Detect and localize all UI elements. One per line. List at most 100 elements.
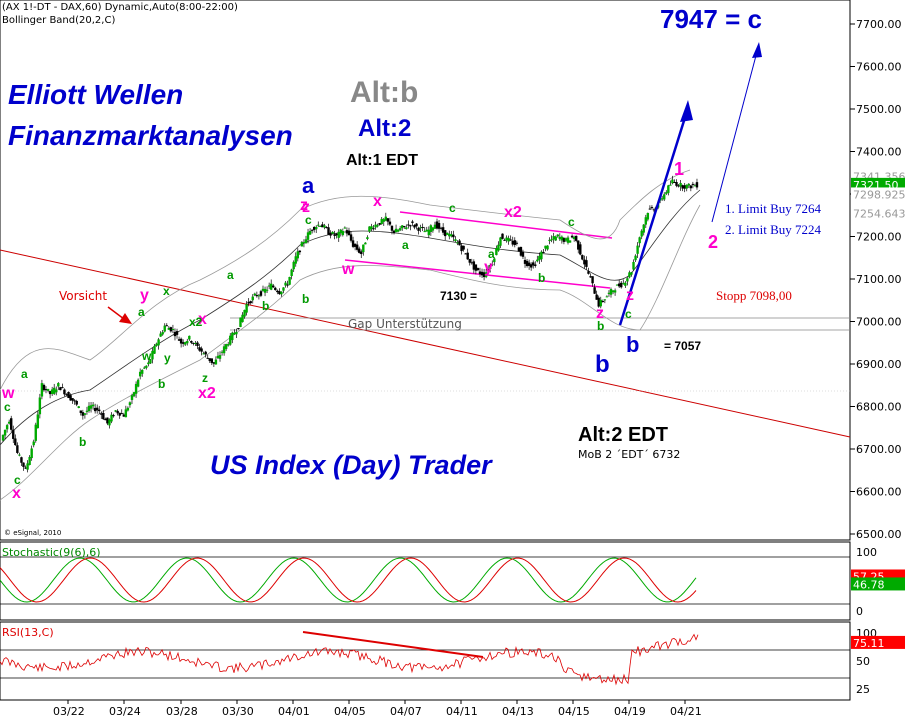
target-arrow	[711, 47, 759, 223]
candle-body	[239, 317, 242, 327]
candle-body	[622, 283, 625, 285]
candle-body	[95, 407, 99, 411]
wave-label-magenta: y	[140, 287, 149, 304]
candle-body	[679, 182, 682, 187]
candle-body	[396, 229, 400, 232]
candle-body	[493, 258, 496, 263]
candle-body	[290, 269, 293, 277]
candle-body	[484, 272, 488, 277]
candle-body	[368, 226, 371, 232]
candle-body	[413, 225, 416, 228]
candle-body	[456, 242, 459, 244]
candle-body	[233, 332, 236, 335]
wave-a-big: a	[302, 173, 315, 198]
candle-body	[75, 400, 78, 405]
wave-label-green: b	[302, 292, 309, 306]
wave-label-green: c	[305, 213, 312, 227]
candle-body	[607, 292, 611, 295]
candle-body	[423, 231, 426, 233]
candle-body	[1, 434, 5, 441]
candle-body	[116, 410, 119, 414]
candle-body	[53, 387, 56, 394]
price-tick-label: 7000.00	[856, 316, 902, 329]
candle-body	[331, 231, 334, 234]
candle-body	[241, 314, 244, 323]
candle-body	[579, 244, 582, 255]
candle-body	[429, 225, 433, 232]
candle-body	[87, 405, 91, 411]
candle-body	[652, 209, 656, 211]
candle-body	[329, 232, 332, 236]
candle-body	[620, 282, 623, 288]
candle-body	[554, 236, 557, 241]
time-tick-label: 04/13	[502, 705, 534, 718]
wave-label-green: c	[449, 201, 456, 215]
candle-body	[503, 239, 506, 241]
candle-body	[499, 237, 502, 246]
candle-body	[421, 226, 424, 228]
candle-body	[376, 225, 379, 227]
candle-body	[218, 355, 222, 359]
candle-body	[173, 331, 177, 337]
candle-body	[263, 288, 267, 293]
rsi-panel	[0, 621, 851, 701]
candle-body	[548, 239, 551, 242]
candle-body	[568, 240, 572, 243]
candle-body	[126, 407, 130, 411]
candle-body	[462, 245, 465, 250]
candle-body	[93, 407, 97, 412]
candle-body	[212, 362, 216, 364]
candle-body	[374, 224, 377, 228]
channel-upper	[399, 211, 613, 239]
candle-body	[136, 379, 140, 387]
rsi-curve	[0, 633, 699, 686]
candle-body	[38, 397, 42, 415]
wave-label-magenta: y	[484, 259, 493, 276]
candle-body	[632, 261, 635, 270]
candle-body	[216, 355, 220, 359]
candle-body	[157, 339, 160, 346]
candle-body	[644, 217, 647, 225]
candle-body	[284, 282, 287, 286]
candle-body	[247, 301, 250, 304]
candle-body	[77, 406, 80, 408]
stoch-tick: 0	[856, 605, 863, 618]
candle-body	[638, 237, 641, 244]
wave-label-magenta: w	[341, 261, 355, 278]
rsi-badge	[851, 635, 905, 649]
candle-body	[198, 347, 201, 351]
alt-b-label: Alt:b	[350, 76, 418, 109]
candle-body	[491, 264, 494, 266]
candle-body	[34, 424, 37, 441]
candle-body	[204, 351, 207, 355]
candle-body	[382, 219, 385, 222]
wave-label-green: y	[164, 351, 171, 365]
stopp-label: Stopp 7098,00	[716, 288, 792, 303]
wave-label-magenta: x2	[504, 204, 522, 221]
candle-body	[118, 412, 121, 416]
candle-body	[61, 387, 64, 389]
wave-label-green: c	[4, 400, 11, 414]
candle-body	[302, 242, 306, 244]
candle-body	[544, 245, 547, 249]
candle-body	[224, 344, 228, 349]
candle-body	[40, 383, 44, 397]
candle-body	[351, 240, 355, 247]
candle-body	[513, 240, 516, 245]
price-tick-label: 7200.00	[856, 231, 902, 244]
candle-body	[681, 185, 684, 189]
candle-body	[188, 335, 191, 340]
candle-body	[566, 237, 570, 243]
candle-body	[169, 327, 173, 332]
candle-body	[124, 409, 128, 418]
candle-body	[415, 223, 418, 227]
candle-body	[237, 328, 240, 330]
candle-body	[589, 276, 592, 278]
candle-body	[433, 224, 437, 229]
rsi-tick: 50	[856, 655, 870, 668]
wave-label-magenta: x	[373, 193, 382, 210]
candle-body	[327, 227, 330, 235]
vorsicht-label: Vorsicht	[59, 289, 107, 303]
candle-body	[446, 232, 449, 235]
candle-body	[615, 284, 619, 286]
